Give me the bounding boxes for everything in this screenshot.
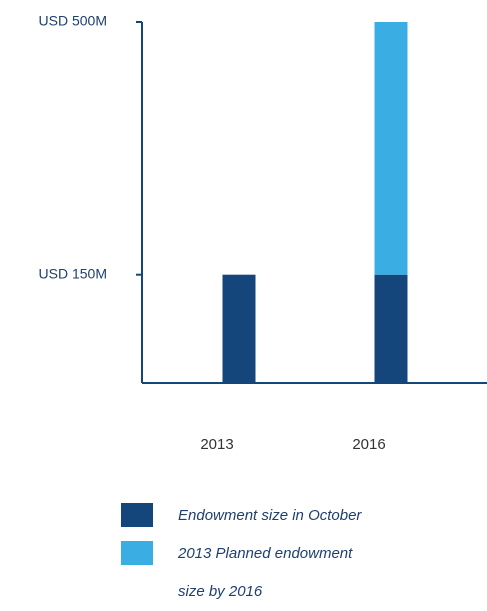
y-tick-label: USD 150M: [39, 265, 107, 281]
bar-segment: [222, 274, 256, 383]
bar-segment: [374, 22, 408, 275]
legend-item: 2013 Planned endowment size by 2016: [121, 535, 356, 611]
x-tick-label: 2013: [200, 436, 233, 453]
legend-label: Endowment size in October: [178, 507, 362, 524]
legend-item: Endowment size in October: [121, 497, 421, 535]
legend: Endowment size in October 2013 Planned en…: [121, 497, 421, 611]
x-tick-label: 2016: [352, 436, 385, 453]
y-tick-label: USD 500M: [39, 13, 107, 29]
legend-label: 2013 Planned endowment size by 2016: [178, 545, 353, 600]
chart: USD 150M USD 500M 2013 2016: [39, 13, 487, 453]
legend-swatch: [121, 503, 153, 527]
legend-swatch: [121, 541, 153, 565]
bar-segment: [374, 274, 408, 383]
